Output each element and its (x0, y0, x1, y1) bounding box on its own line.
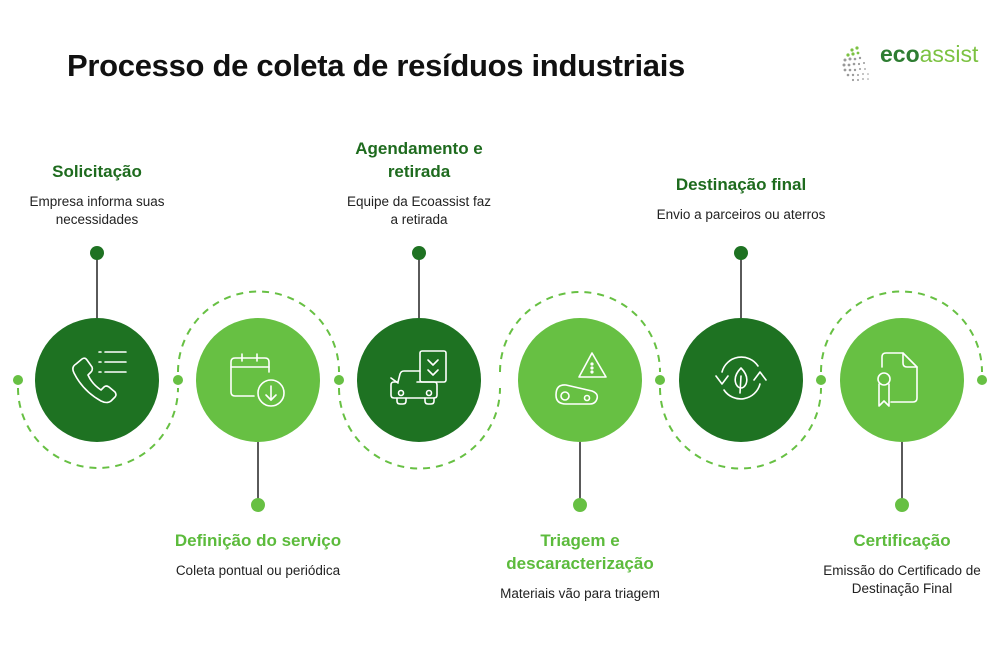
phone-list-icon (72, 351, 127, 404)
step-6-label: Certificação Emissão do Certificado de D… (802, 529, 1000, 598)
step-description: Emissão do Certificado de Destinação Fin… (823, 563, 981, 596)
step-title: Triagem e descaracterização (506, 531, 654, 573)
step-1-circle (35, 318, 159, 442)
dashed-wave-path (17, 290, 983, 470)
logo-assist-text: assist (919, 41, 979, 67)
logo-eco-text: eco (880, 41, 920, 67)
step-description: Equipe da Ecoassist faz a retirada (346, 194, 492, 227)
step-3-circle (357, 318, 481, 442)
connector-dots (90, 246, 909, 512)
calendar-download-icon (230, 353, 285, 407)
step-6-circle (840, 318, 964, 442)
step-5-label: Destinação final Envio a parceiros ou at… (641, 173, 841, 224)
step-2-circle (196, 318, 320, 442)
step-title: Agendamento e retirada (355, 139, 483, 181)
certificate-icon (877, 352, 918, 407)
step-title: Destinação final (675, 175, 807, 194)
step-description: Empresa informa suas necessidades (29, 194, 165, 227)
ecoassist-logo: ecoassist (838, 38, 988, 88)
recycle-leaf-icon (715, 356, 767, 400)
dotted-globe-icon (842, 46, 869, 82)
step-1-label: Solicitação Empresa informa suas necessi… (0, 160, 197, 229)
step-title: Solicitação (52, 162, 142, 181)
step-title: Definição do serviço (174, 531, 342, 550)
step-description: Materiais vão para triagem (500, 586, 660, 601)
wave-dots (13, 375, 987, 385)
truck-checklist-icon (390, 350, 447, 405)
step-description: Envio a parceiros ou aterros (656, 207, 826, 222)
step-4-circle (518, 318, 642, 442)
connector-lines (96, 253, 903, 505)
step-4-label: Triagem e descaracterização Materiais vã… (480, 529, 680, 603)
step-title: Certificação (853, 531, 951, 550)
step-description: Coleta pontual ou periódica (175, 563, 341, 578)
conveyor-warning-icon (555, 352, 607, 405)
page-title: Processo de coleta de resíduos industria… (67, 48, 685, 83)
step-2-label: Definição do serviço Coleta pontual ou p… (158, 529, 358, 580)
step-3-label: Agendamento e retirada Equipe da Ecoassi… (319, 137, 519, 229)
